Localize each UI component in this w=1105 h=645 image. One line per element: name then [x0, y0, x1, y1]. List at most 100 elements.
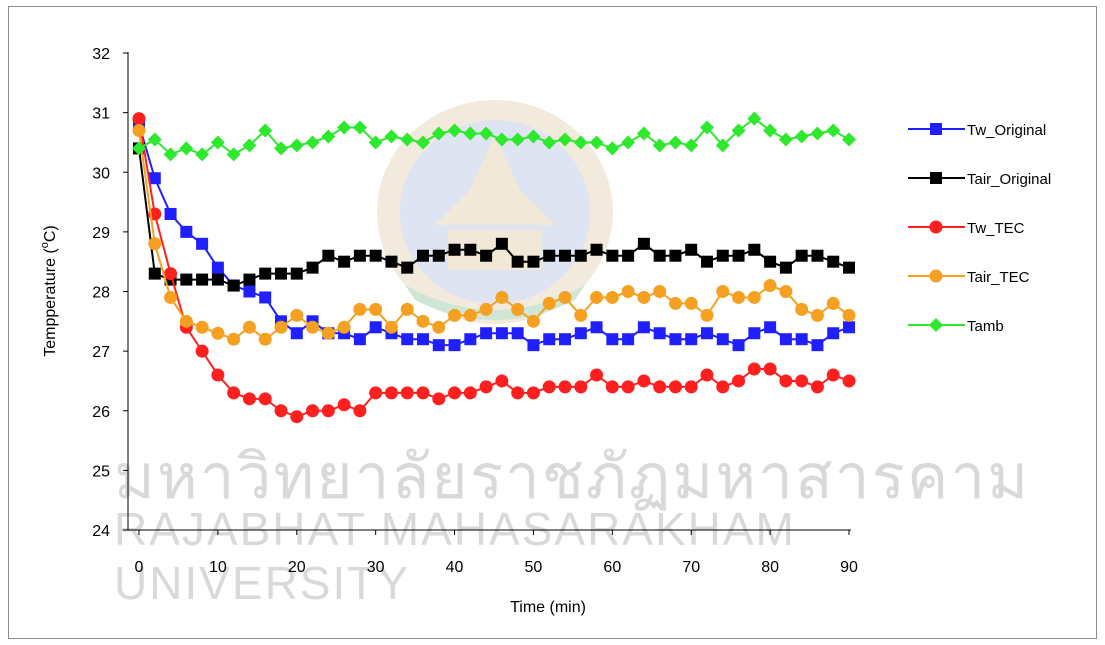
- data-point: [495, 374, 509, 388]
- data-point: [275, 267, 287, 280]
- data-point: [621, 285, 635, 298]
- data-point: [353, 302, 367, 316]
- data-point: [511, 255, 524, 268]
- data-point: [810, 308, 824, 322]
- data-point: [684, 138, 699, 153]
- legend-item: Tair_TEC: [908, 269, 1030, 286]
- data-point: [558, 380, 572, 394]
- data-point: [732, 249, 745, 262]
- data-point: [811, 249, 824, 262]
- data-point: [827, 255, 840, 268]
- data-point: [210, 135, 225, 150]
- data-point: [447, 123, 462, 138]
- data-point: [590, 243, 603, 256]
- data-point: [589, 135, 604, 150]
- data-point: [227, 332, 241, 346]
- data-point: [432, 320, 446, 334]
- legend-item: Tamb: [908, 318, 1004, 335]
- data-point: [258, 123, 273, 138]
- data-point: [559, 249, 571, 262]
- data-point: [243, 273, 256, 286]
- data-point: [448, 308, 462, 322]
- x-tick-label: 30: [367, 559, 385, 576]
- data-point: [747, 290, 761, 304]
- y-axis-title-degree: o: [39, 242, 51, 248]
- data-point: [542, 296, 556, 310]
- data-point: [810, 126, 825, 141]
- data-point: [795, 333, 808, 346]
- data-point: [526, 129, 541, 144]
- data-point: [763, 362, 777, 376]
- data-point: [274, 320, 288, 334]
- data-point: [590, 368, 604, 382]
- data-point: [542, 135, 557, 150]
- data-point: [574, 380, 588, 394]
- data-point: [479, 302, 493, 316]
- data-point: [700, 120, 714, 135]
- data-point: [337, 320, 351, 334]
- data-point: [637, 321, 650, 334]
- data-point: [606, 333, 619, 346]
- series-line: [138, 118, 850, 418]
- data-point: [527, 255, 540, 268]
- data-point: [842, 132, 856, 147]
- watermark-english-text: RAJABHAT MAHASARAKHAM UNIVERSITY: [114, 503, 796, 609]
- data-point: [132, 112, 146, 126]
- x-tick-label: 90: [840, 559, 858, 576]
- data-point: [147, 132, 162, 147]
- data-point: [715, 138, 730, 153]
- data-point: [290, 267, 303, 280]
- data-point: [321, 129, 336, 144]
- data-point: [353, 333, 366, 346]
- y-axis-title-unit: C): [42, 225, 59, 242]
- data-point: [259, 291, 272, 304]
- data-point: [747, 111, 762, 126]
- data-point: [748, 243, 761, 256]
- data-point: [479, 380, 493, 394]
- data-point: [779, 261, 792, 274]
- data-point: [463, 308, 477, 322]
- data-point: [669, 333, 682, 346]
- y-axis-title: Tempperature (oC): [39, 225, 59, 357]
- data-point: [668, 135, 683, 150]
- data-point: [748, 327, 761, 340]
- data-point: [369, 249, 382, 262]
- data-point: [668, 380, 682, 394]
- data-point: [685, 333, 698, 346]
- data-point: [542, 380, 556, 394]
- legend-item: Tw_TEC: [908, 220, 1025, 237]
- data-point: [795, 249, 808, 262]
- data-point: [605, 380, 619, 394]
- data-point: [606, 249, 619, 262]
- data-point: [794, 129, 809, 144]
- data-point: [621, 380, 635, 394]
- data-point: [306, 404, 320, 418]
- legend-label: Tamb: [967, 318, 1004, 335]
- data-point: [574, 249, 587, 262]
- data-point: [306, 320, 320, 334]
- data-point: [463, 386, 477, 400]
- data-point: [605, 290, 619, 304]
- data-point: [417, 249, 429, 262]
- y-tick-label: 32: [92, 46, 110, 63]
- data-point: [716, 285, 730, 298]
- data-point: [590, 290, 604, 304]
- data-point: [369, 321, 382, 334]
- data-point: [416, 386, 430, 400]
- legend: Tw_Original Tair_Original Tw_TEC Tair_TEC Ta…: [908, 122, 1051, 335]
- data-point: [795, 374, 809, 388]
- data-point: [431, 126, 446, 141]
- data-point: [701, 255, 713, 268]
- ticks: 24 25 26 27 28 29 30 31 32 0 10 20 30 40 50 60 70 80 90: [92, 46, 858, 576]
- data-point: [763, 279, 777, 293]
- legend-marker: [930, 172, 942, 184]
- data-point: [684, 296, 698, 310]
- data-point: [195, 147, 210, 162]
- data-point: [779, 374, 793, 388]
- y-tick-label: 31: [92, 106, 110, 123]
- data-point: [732, 339, 745, 352]
- data-point: [211, 273, 224, 286]
- data-point: [653, 249, 666, 262]
- data-point: [811, 339, 824, 352]
- data-point: [637, 237, 650, 250]
